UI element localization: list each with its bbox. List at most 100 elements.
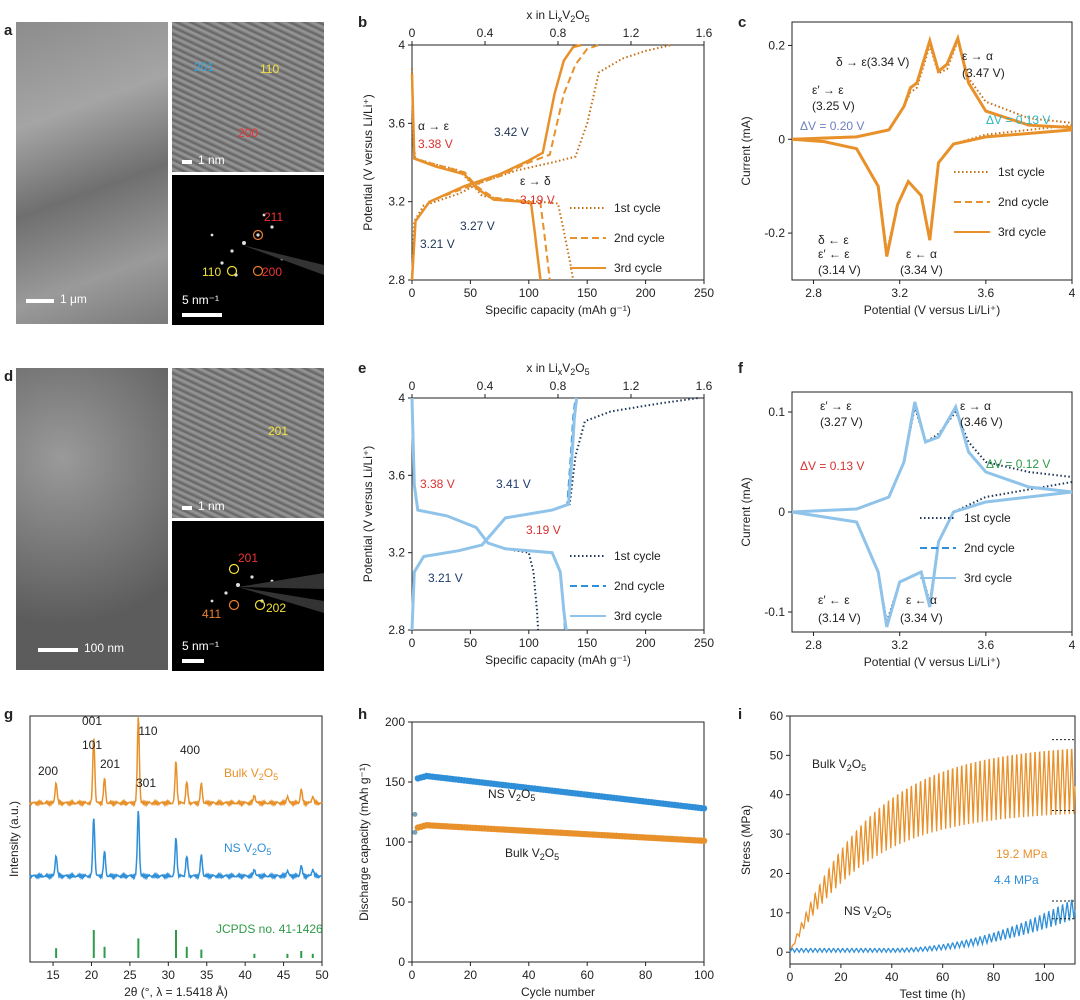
panel-label-i: i — [738, 706, 743, 723]
y-tick-label: 0 — [398, 955, 405, 969]
panel-label-d: d — [4, 368, 14, 385]
scale-label: 1 nm — [198, 499, 225, 513]
series-line — [791, 490, 1073, 628]
annotation: ΔV = 0.12 V — [986, 457, 1050, 471]
annotation: ε ← α — [906, 593, 937, 607]
x-tick-label: 80 — [987, 970, 1001, 984]
top-x-tick-label: 0.8 — [550, 379, 567, 393]
transition-label: ε → δ — [520, 174, 551, 188]
x-axis-label: Potential (V versus Li/Li⁺) — [864, 303, 1000, 317]
annotation: ε → α — [962, 49, 993, 63]
annotation: ε′ ← ε — [818, 593, 850, 607]
y-tick-label: 3.2 — [388, 546, 405, 560]
annotation: δ → ε(3.34 V) — [836, 55, 909, 69]
plane-label: 201 — [194, 60, 215, 74]
scale-label: 1 μm — [60, 292, 87, 306]
spot-label: 211 — [264, 210, 284, 224]
annotation: 4.4 MPa — [994, 873, 1039, 887]
annotation: 3.21 V — [428, 571, 463, 585]
y-axis-label: Potential (V versus Li/Li⁺) — [361, 94, 375, 230]
panel-label-b: b — [358, 14, 368, 31]
data-point — [412, 829, 418, 835]
top-x-tick-label: 1.6 — [696, 379, 713, 393]
spot-label: 411 — [202, 607, 222, 621]
y-tick-label: 60 — [770, 709, 784, 723]
legend-label: 3rd cycle — [998, 225, 1046, 239]
top-x-tick-label: 1.6 — [696, 26, 713, 40]
legend-label: 3rd cycle — [964, 571, 1012, 585]
x-tick-label: 200 — [636, 286, 656, 300]
x-tick-label: 20 — [464, 968, 478, 982]
annotation: (3.47 V) — [962, 66, 1005, 80]
series-label: NS V2O5 — [488, 787, 535, 803]
data-point — [700, 805, 708, 812]
saed-pattern-ns: 201 411 202 5 nm⁻¹ — [172, 521, 324, 671]
x-tick-label: 20 — [85, 968, 99, 982]
x-tick-label: 2.8 — [805, 286, 822, 300]
annotation: (3.27 V) — [820, 415, 863, 429]
annotation: ε → α — [960, 399, 991, 413]
x-axis-label: 2θ (°, λ = 1.5418 Å) — [124, 984, 228, 999]
x-tick-label: 45 — [277, 968, 291, 982]
x-tick-label: 60 — [936, 970, 950, 984]
y-tick-label: 20 — [770, 866, 784, 880]
plane-label: 201 — [268, 424, 289, 438]
chart-i: 0 20 40 60 80 100 0 10 20 30 40 50 60 Test time (h) St… — [739, 709, 1076, 1000]
y-tick-label: 0 — [778, 132, 785, 146]
scale-bar — [26, 299, 54, 303]
y-tick-label: 200 — [385, 715, 405, 729]
top-x-tick-label: 1.2 — [623, 379, 640, 393]
spot-label: 110 — [202, 265, 222, 279]
series-line — [410, 43, 582, 281]
series-line — [410, 397, 568, 631]
annotation: 3.21 V — [420, 237, 455, 251]
scale-bar — [182, 506, 192, 510]
spot-label: 202 — [266, 601, 287, 615]
x-tick-label: 150 — [577, 636, 597, 650]
x-tick-label: 150 — [577, 286, 597, 300]
annotation: 3.41 V — [496, 477, 531, 491]
panel-label-g: g — [4, 706, 14, 723]
saed-pattern-bulk: 211 110 200 5 nm⁻¹ — [172, 175, 324, 325]
x-tick-label: 3.6 — [978, 638, 995, 652]
panel-label-c: c — [738, 14, 747, 31]
y-tick-label: 0 — [778, 505, 785, 519]
hrtem-image-bulk: 201 110 200 1 nm — [172, 22, 324, 172]
sem-image-ns: 100 nm — [16, 368, 168, 670]
data-point — [700, 837, 708, 844]
legend-label: 2nd cycle — [614, 231, 665, 245]
annotation: (3.34 V) — [900, 611, 943, 625]
annotation: (3.34 V) — [900, 263, 943, 277]
annotation: ε′ ← ε — [818, 247, 850, 261]
annotation: ε′ → ε — [812, 83, 844, 97]
scale-bar — [182, 659, 204, 663]
series-line — [411, 397, 699, 631]
x-tick-label: 250 — [694, 286, 714, 300]
plot-frame — [411, 721, 705, 963]
scale-bar — [182, 313, 222, 317]
x-tick-label: 0 — [409, 636, 416, 650]
plane-label: 110 — [260, 62, 280, 76]
annotation: ΔV = 0.20 V — [800, 119, 864, 133]
data-point — [412, 811, 418, 817]
x-tick-label: 40 — [522, 968, 536, 982]
scale-label: 1 nm — [198, 153, 225, 167]
top-x-tick-label: 0.8 — [550, 26, 567, 40]
annotation: ΔV = 0.13 V — [986, 113, 1050, 127]
peak-label: 001 — [82, 714, 102, 728]
plot-frame — [789, 715, 1076, 965]
peak-label: 200 — [38, 764, 58, 778]
y-tick-label: 2.8 — [388, 273, 405, 287]
x-tick-label: 3.6 — [978, 286, 995, 300]
y-axis-label: Intensity (a.u.) — [7, 801, 21, 877]
top-x-axis-label: x in LixV2O5 — [526, 8, 589, 24]
scale-bar — [38, 648, 78, 652]
x-tick-label: 4 — [1069, 638, 1076, 652]
x-tick-label: 3.2 — [891, 638, 908, 652]
x-tick-label: 50 — [464, 636, 478, 650]
peak-label: 101 — [82, 738, 102, 752]
top-x-tick-label: 0 — [409, 379, 416, 393]
series-label: NS V2O5 — [224, 841, 271, 857]
y-tick-label: -0.2 — [764, 226, 785, 240]
